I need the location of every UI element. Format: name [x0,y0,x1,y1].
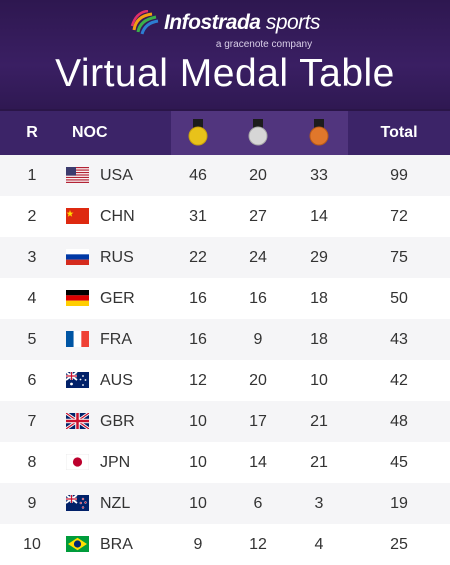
header-gold[interactable] [171,119,225,147]
row-total-count: 25 [390,536,408,553]
table-row[interactable]: 4 GER 16 16 18 50 [0,278,450,319]
header-noc[interactable]: NOC [72,124,108,141]
brand-tagline: a gracenote company [215,39,313,50]
row-silver-count: 14 [249,454,267,471]
row-noc-code: AUS [100,372,133,389]
row-total-count: 99 [390,167,408,184]
row-bronze-count: 21 [310,413,328,430]
infostrada-swirl-icon [130,10,159,35]
table-row[interactable]: 10 BRA 9 12 4 25 [0,524,450,565]
row-noc-code: NZL [100,495,131,512]
row-rank: 3 [27,249,37,266]
row-silver-count: 20 [249,167,267,184]
silver-medal-icon [248,119,268,146]
page-title: Virtual Medal Table [55,52,395,95]
row-bronze-count: 4 [314,536,324,553]
gold-medal-icon [188,119,208,146]
flag-rus-icon [66,249,89,265]
row-silver-count: 24 [249,249,267,266]
row-bronze-count: 14 [310,208,328,225]
table-row[interactable]: 5 FRA 16 9 18 43 [0,319,450,360]
row-silver-count: 17 [249,413,267,430]
row-silver-count: 27 [249,208,267,225]
row-total-count: 48 [390,413,408,430]
row-bronze-count: 10 [310,372,328,389]
row-total-count: 45 [390,454,408,471]
flag-nzl-icon [66,495,89,511]
row-total-count: 42 [390,372,408,389]
row-total-count: 50 [390,290,408,307]
row-noc-code: JPN [100,454,131,471]
row-rank: 1 [27,167,37,184]
row-gold-count: 10 [189,454,207,471]
table-row[interactable]: 1 USA 46 20 33 99 [0,155,450,196]
table-row[interactable]: 6 AUS 12 20 10 42 [0,360,450,401]
row-silver-count: 9 [253,331,263,348]
row-total-count: 19 [390,495,408,512]
header-bronze[interactable] [290,119,348,147]
row-noc-code: CHN [100,208,135,225]
row-silver-count: 16 [249,290,267,307]
page-header: Infostrada sports a gracenote company Vi… [0,0,450,109]
row-rank: 5 [27,331,37,348]
row-noc-code: FRA [100,331,132,348]
flag-usa-icon [66,167,89,183]
medal-table-body: 1 USA 46 20 33 99 2 CHN 31 27 14 72 3 RUS 22 24 29 75 4 GER… [0,155,450,565]
row-noc-code: RUS [100,249,134,266]
row-rank: 4 [27,290,37,307]
row-noc-code: USA [100,167,133,184]
flag-chn-icon [66,208,89,224]
row-noc-code: GER [100,290,135,307]
table-row[interactable]: 9 NZL 10 6 3 19 [0,483,450,524]
table-row[interactable]: 7 GBR 10 17 21 48 [0,401,450,442]
row-gold-count: 10 [189,495,207,512]
row-gold-count: 9 [193,536,203,553]
row-silver-count: 12 [249,536,267,553]
flag-aus-icon [66,372,89,388]
bronze-medal-icon [309,119,329,146]
row-rank: 7 [27,413,37,430]
row-gold-count: 16 [189,290,207,307]
flag-gbr-icon [66,413,89,429]
row-bronze-count: 3 [314,495,324,512]
row-silver-count: 20 [249,372,267,389]
row-total-count: 75 [390,249,408,266]
brand-name: Infostrada sports [163,11,321,34]
row-rank: 8 [27,454,37,471]
table-row[interactable]: 3 RUS 22 24 29 75 [0,237,450,278]
row-gold-count: 12 [189,372,207,389]
row-bronze-count: 33 [310,167,328,184]
row-total-count: 43 [390,331,408,348]
row-noc-code: BRA [100,536,133,553]
row-gold-count: 10 [189,413,207,430]
row-bronze-count: 21 [310,454,328,471]
row-bronze-count: 18 [310,331,328,348]
brand-logo: Infostrada sports a gracenote company [0,10,450,50]
row-silver-count: 6 [253,495,263,512]
flag-fra-icon [66,331,89,347]
table-header: R NOC Total [0,109,450,155]
flag-ger-icon [66,290,89,306]
row-gold-count: 46 [189,167,207,184]
table-row[interactable]: 2 CHN 31 27 14 72 [0,196,450,237]
row-rank: 10 [23,536,41,553]
row-rank: 9 [27,495,37,512]
header-rank[interactable]: R [26,124,38,141]
row-gold-count: 16 [189,331,207,348]
header-total[interactable]: Total [380,124,418,141]
row-bronze-count: 29 [310,249,328,266]
header-silver[interactable] [230,119,286,147]
row-rank: 2 [27,208,37,225]
flag-jpn-icon [66,454,89,470]
row-gold-count: 31 [189,208,207,225]
row-total-count: 72 [390,208,408,225]
flag-bra-icon [66,536,89,552]
row-noc-code: GBR [100,413,135,430]
row-bronze-count: 18 [310,290,328,307]
row-rank: 6 [27,372,37,389]
table-row[interactable]: 8 JPN 10 14 21 45 [0,442,450,483]
row-gold-count: 22 [189,249,207,266]
